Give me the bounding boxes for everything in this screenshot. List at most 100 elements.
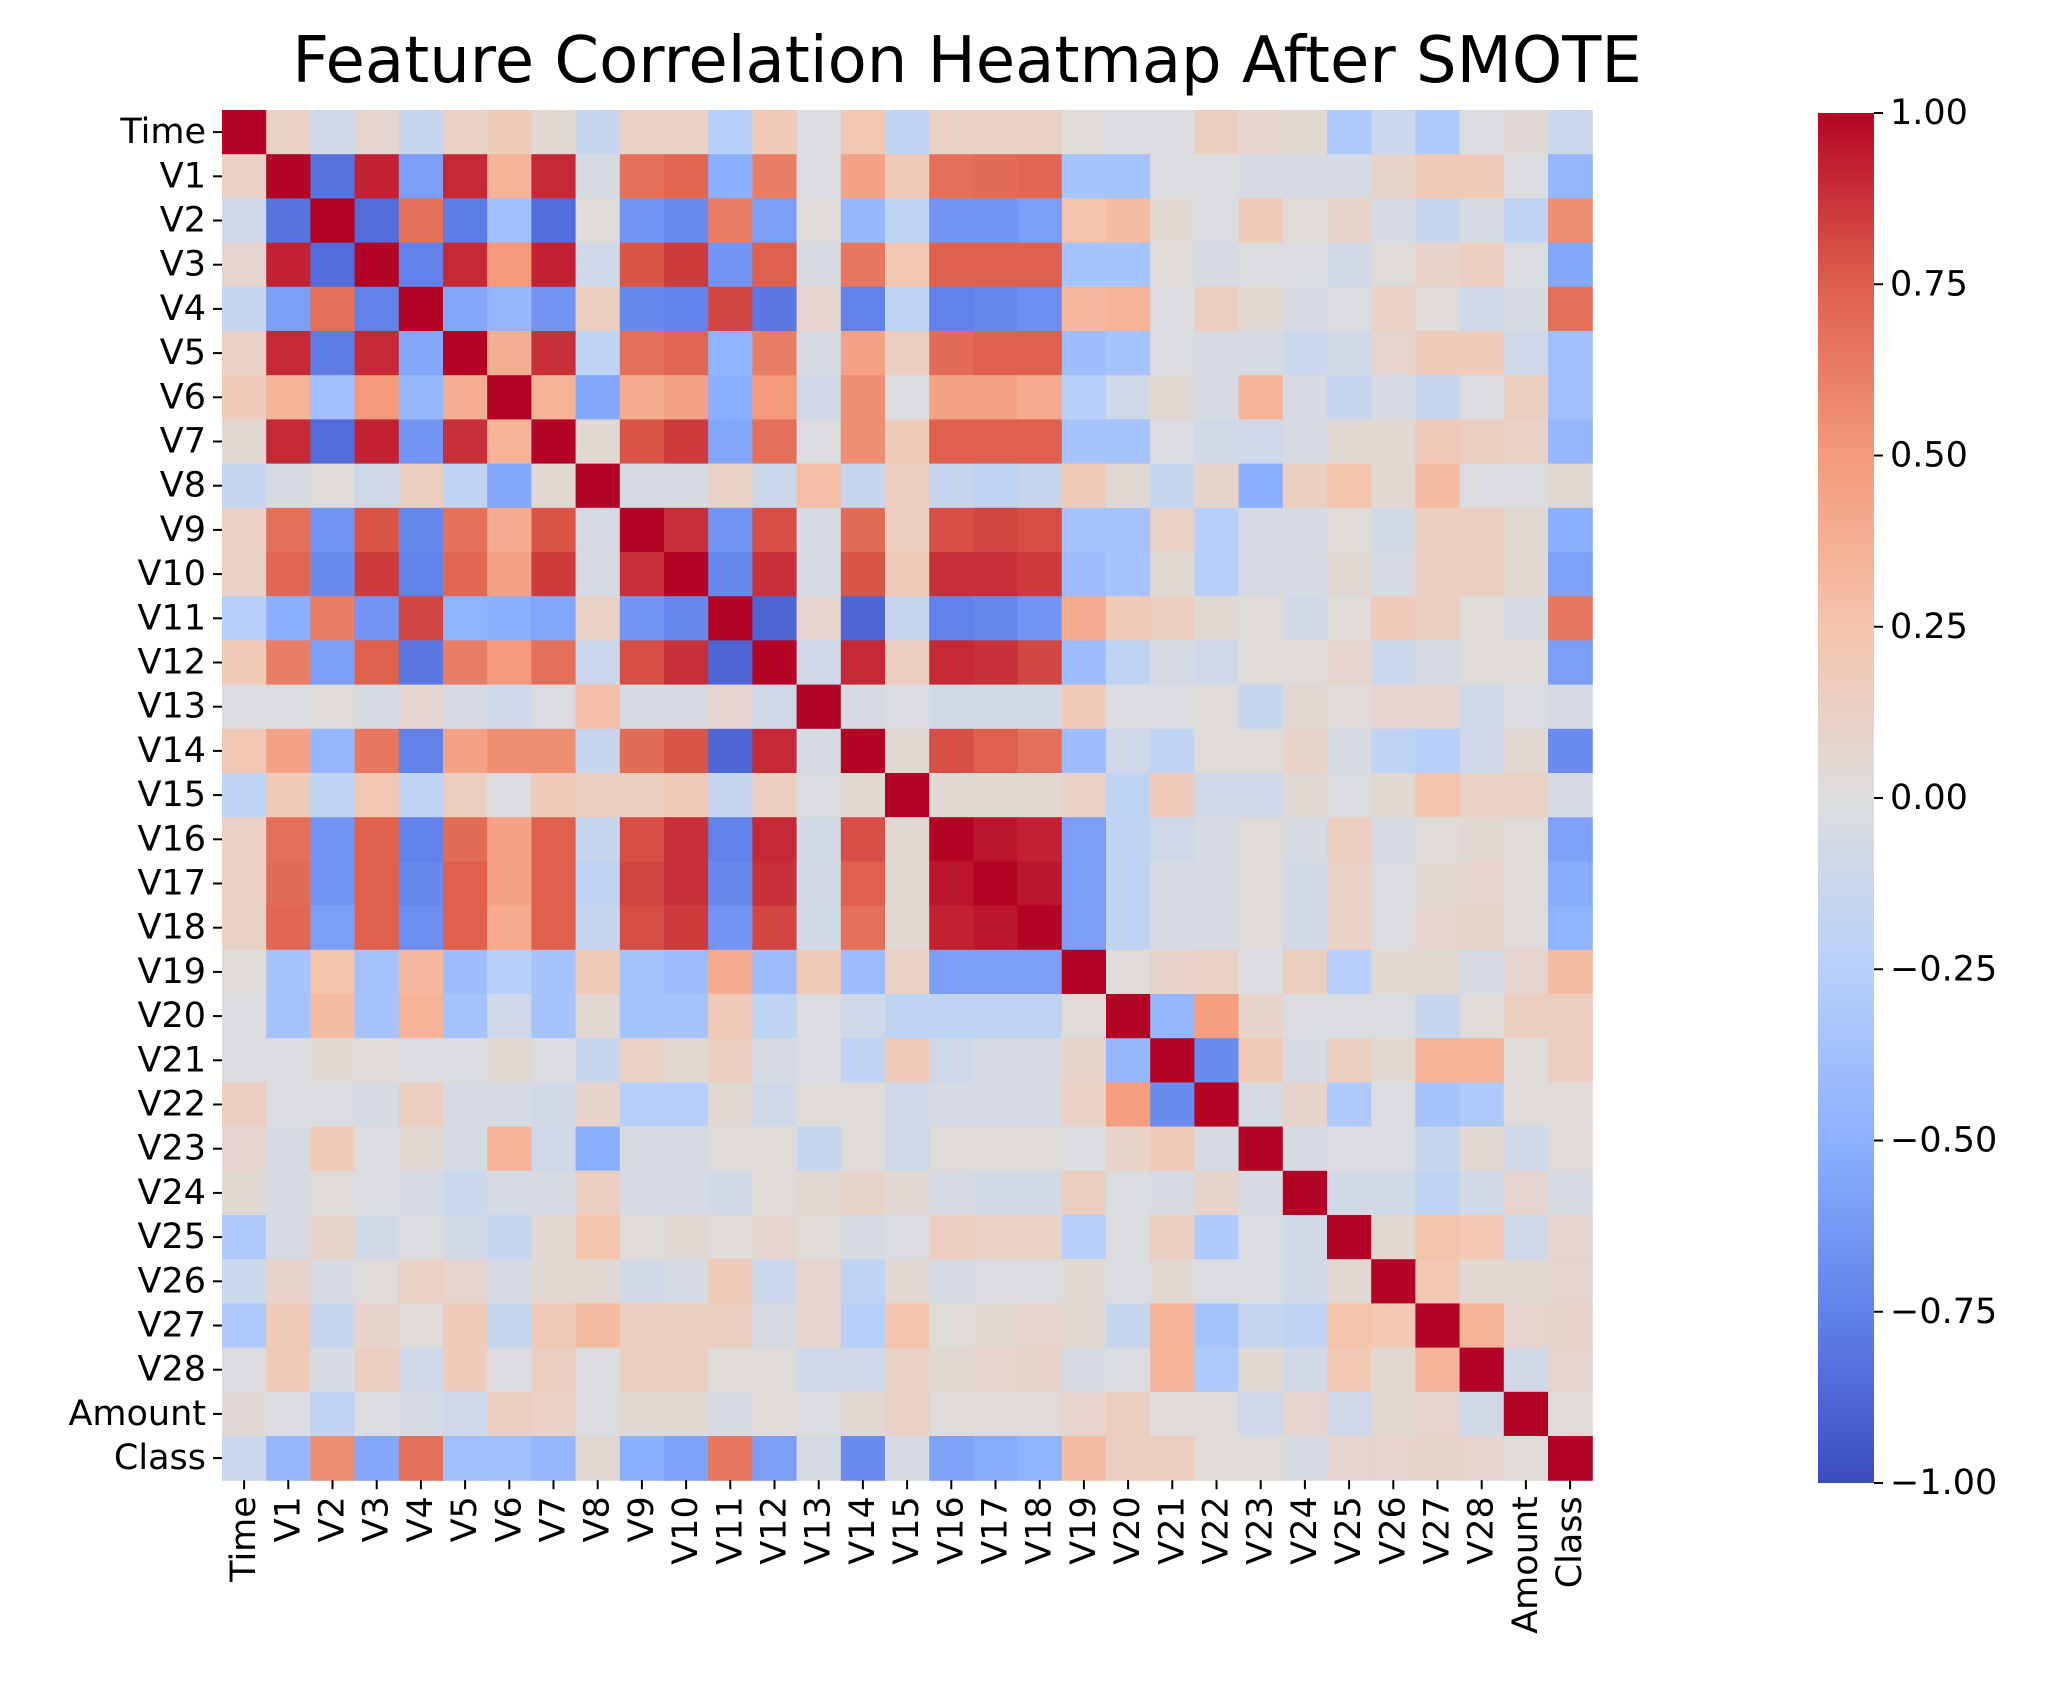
heatmap-cell — [885, 684, 930, 730]
heatmap-cell — [1282, 552, 1328, 597]
heatmap-cell — [443, 1038, 488, 1083]
heatmap-cell — [398, 331, 444, 376]
heatmap-cell — [1150, 640, 1195, 686]
heatmap-cell — [1194, 1215, 1240, 1260]
heatmap-cell — [840, 1391, 886, 1437]
heatmap-cell — [1017, 1347, 1063, 1393]
x-tick-label: V2 — [313, 1496, 353, 1542]
heatmap-cell — [222, 1215, 267, 1260]
heatmap-cell — [1415, 684, 1461, 730]
heatmap-cell — [929, 331, 974, 376]
heatmap-cell — [973, 773, 1019, 818]
heatmap-cell — [929, 1170, 974, 1216]
heatmap-cell — [973, 242, 1019, 288]
heatmap-cell — [929, 1259, 974, 1304]
heatmap-cell — [664, 1038, 709, 1083]
heatmap-cell — [222, 242, 267, 288]
heatmap-cell — [354, 154, 400, 199]
heatmap-cell — [1459, 817, 1505, 862]
heatmap-cell — [840, 242, 886, 288]
x-tick-label: V24 — [1285, 1496, 1325, 1564]
heatmap-cell — [796, 1215, 842, 1260]
heatmap-cell — [266, 596, 311, 641]
heatmap-cell — [1282, 286, 1328, 332]
heatmap-cell — [1327, 286, 1372, 332]
heatmap-cell — [1327, 684, 1372, 730]
heatmap-cell — [752, 507, 798, 553]
heatmap-cell — [310, 1170, 356, 1216]
heatmap-cell — [1415, 861, 1461, 907]
heatmap-cell — [885, 507, 930, 553]
heatmap-cell — [1150, 154, 1195, 199]
heatmap-cell — [885, 331, 930, 376]
heatmap-cell — [1548, 1391, 1593, 1437]
heatmap-cell — [1238, 1259, 1284, 1304]
heatmap-cell — [1106, 1391, 1151, 1437]
heatmap-cell — [487, 419, 532, 465]
heatmap-cell — [664, 1215, 709, 1260]
heatmap-cell — [1150, 1038, 1195, 1083]
heatmap-cell — [354, 1170, 400, 1216]
heatmap-cell — [443, 419, 488, 465]
heatmap-cell — [310, 817, 356, 862]
heatmap-cell — [443, 507, 488, 553]
heatmap-cell — [1017, 861, 1063, 907]
y-tick-label: V5 — [160, 333, 206, 373]
heatmap-cell — [266, 684, 311, 730]
heatmap-cell — [1327, 198, 1372, 244]
heatmap-cell — [796, 1038, 842, 1083]
heatmap-cell — [708, 861, 753, 907]
heatmap-cell — [310, 861, 356, 907]
heatmap-cell — [1150, 110, 1195, 155]
heatmap-cell — [1503, 817, 1549, 862]
heatmap-cell — [664, 728, 709, 774]
heatmap-cell — [310, 728, 356, 774]
heatmap-cell — [1327, 728, 1372, 774]
heatmap-cell — [973, 1038, 1019, 1083]
heatmap-cell — [1371, 154, 1416, 199]
y-tick-label: V18 — [138, 908, 206, 948]
heatmap-cell — [1061, 1436, 1107, 1481]
heatmap-cell — [1371, 463, 1416, 509]
heatmap-cell — [1327, 1391, 1372, 1437]
heatmap-cell — [1106, 640, 1151, 686]
heatmap-cell — [1282, 684, 1328, 730]
heatmap-cell — [354, 242, 400, 288]
heatmap-cell — [1061, 286, 1107, 332]
x-tick-label: V9 — [622, 1496, 662, 1542]
heatmap-cell — [929, 905, 974, 951]
heatmap-cell — [487, 1038, 532, 1083]
heatmap-cell — [1238, 242, 1284, 288]
heatmap-cell — [840, 1303, 886, 1349]
heatmap-cell — [840, 154, 886, 199]
heatmap-cell — [1548, 817, 1593, 862]
x-tick-label: V21 — [1152, 1496, 1192, 1564]
heatmap-cell — [1415, 1170, 1461, 1216]
heatmap-cell — [531, 905, 577, 951]
heatmap-cell — [664, 684, 709, 730]
heatmap-cell — [222, 110, 267, 155]
heatmap-cell — [840, 817, 886, 862]
heatmap-cell — [973, 817, 1019, 862]
heatmap-cell — [1415, 507, 1461, 553]
heatmap-cell — [619, 463, 665, 509]
heatmap-cell — [1548, 419, 1593, 465]
heatmap-cell — [398, 419, 444, 465]
heatmap-cell — [1238, 684, 1284, 730]
heatmap-cell — [1327, 773, 1372, 818]
heatmap-cell — [1459, 1170, 1505, 1216]
x-tick-label: V26 — [1373, 1496, 1413, 1564]
heatmap-cell — [1017, 596, 1063, 641]
heatmap-cell — [708, 154, 753, 199]
heatmap-cell — [1150, 1259, 1195, 1304]
heatmap-cell — [1017, 1303, 1063, 1349]
heatmap-cell — [575, 596, 621, 641]
x-tick-label: Time — [224, 1496, 264, 1583]
heatmap-cell — [1282, 1082, 1328, 1128]
y-tick-label: V28 — [138, 1350, 206, 1390]
heatmap-cell — [1459, 1391, 1505, 1437]
heatmap-cell — [664, 463, 709, 509]
heatmap-cell — [398, 1347, 444, 1393]
y-tick-label: V3 — [160, 245, 206, 285]
heatmap-cell — [973, 331, 1019, 376]
